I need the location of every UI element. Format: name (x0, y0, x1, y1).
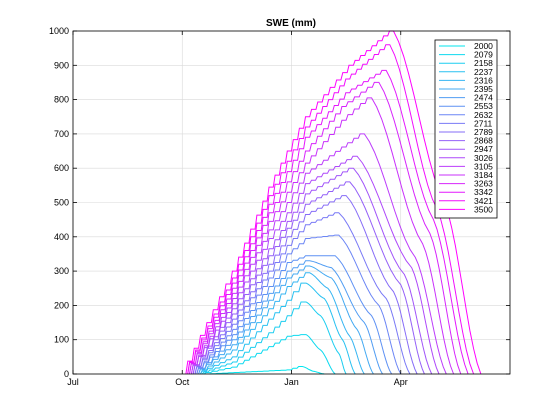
y-tick-label: 900 (54, 60, 69, 70)
legend-label: 3263 (474, 179, 493, 189)
series-line-3263 (189, 81, 462, 375)
legend[interactable]: 2000207921582237231623952474255326322711… (434, 39, 498, 219)
series-line-2316 (200, 272, 365, 375)
legend-label: 2079 (474, 50, 493, 60)
series-line-3500 (185, 30, 482, 375)
series-line-3421 (187, 44, 475, 375)
legend-label: 2789 (474, 127, 493, 137)
legend-label: 2395 (474, 84, 493, 94)
series-line-2158 (201, 301, 347, 375)
series-line-2395 (198, 265, 374, 375)
x-tick-label: Jul (67, 377, 79, 387)
legend-label: 3026 (474, 153, 493, 163)
legend-label: 2632 (474, 110, 493, 120)
series-line-2789 (194, 195, 418, 375)
y-tick-label: 400 (54, 232, 69, 242)
y-tick-label: 600 (54, 163, 69, 173)
legend-label: 2868 (474, 136, 493, 146)
tick-layer: 0 100 200 300 400 500 600 700 800 900 1000 Jul Oct Ja… (49, 26, 510, 387)
legend-label: 3500 (474, 204, 493, 214)
series-line-2947 (192, 167, 433, 375)
series-line-3184 (189, 97, 455, 375)
legend-label: 3421 (474, 196, 493, 206)
series-line-2868 (192, 181, 425, 375)
legend-label: 2237 (474, 67, 493, 77)
series-line-3026 (190, 155, 440, 375)
x-tick-label: Oct (175, 377, 190, 387)
y-tick-label: 1000 (49, 26, 69, 36)
legend-label: 2553 (474, 101, 493, 111)
series-layer (185, 30, 482, 375)
series-line-2079 (203, 334, 336, 375)
series-line-3105 (190, 133, 447, 375)
series-line-2553 (196, 255, 393, 375)
y-tick-label: 700 (54, 129, 69, 139)
y-tick-label: 0 (64, 369, 69, 379)
legend-box (434, 39, 498, 219)
y-tick-label: 300 (54, 266, 69, 276)
x-tick-label: Jan (284, 377, 299, 387)
legend-label: 2000 (474, 41, 493, 51)
legend-label: 2711 (474, 118, 493, 128)
series-line-2474 (198, 260, 383, 375)
legend-label: 2316 (474, 75, 493, 85)
chart-title: SWE (mm) (266, 18, 316, 29)
series-line-3342 (187, 69, 469, 375)
y-tick-label: 800 (54, 95, 69, 105)
series-line-2237 (200, 282, 356, 375)
legend-label: 3105 (474, 161, 493, 171)
y-tick-label: 100 (54, 335, 69, 345)
y-tick-label: 200 (54, 300, 69, 310)
x-tick-label: Apr (394, 377, 408, 387)
y-tick-label: 500 (54, 198, 69, 208)
series-line-2632 (196, 234, 402, 375)
legend-label: 2474 (474, 93, 493, 103)
legend-label: 2158 (474, 58, 493, 68)
legend-label: 2947 (474, 144, 493, 154)
legend-label: 3342 (474, 187, 493, 197)
legend-label: 3184 (474, 170, 493, 180)
series-line-2000 (209, 366, 325, 375)
series-line-2711 (194, 212, 411, 375)
